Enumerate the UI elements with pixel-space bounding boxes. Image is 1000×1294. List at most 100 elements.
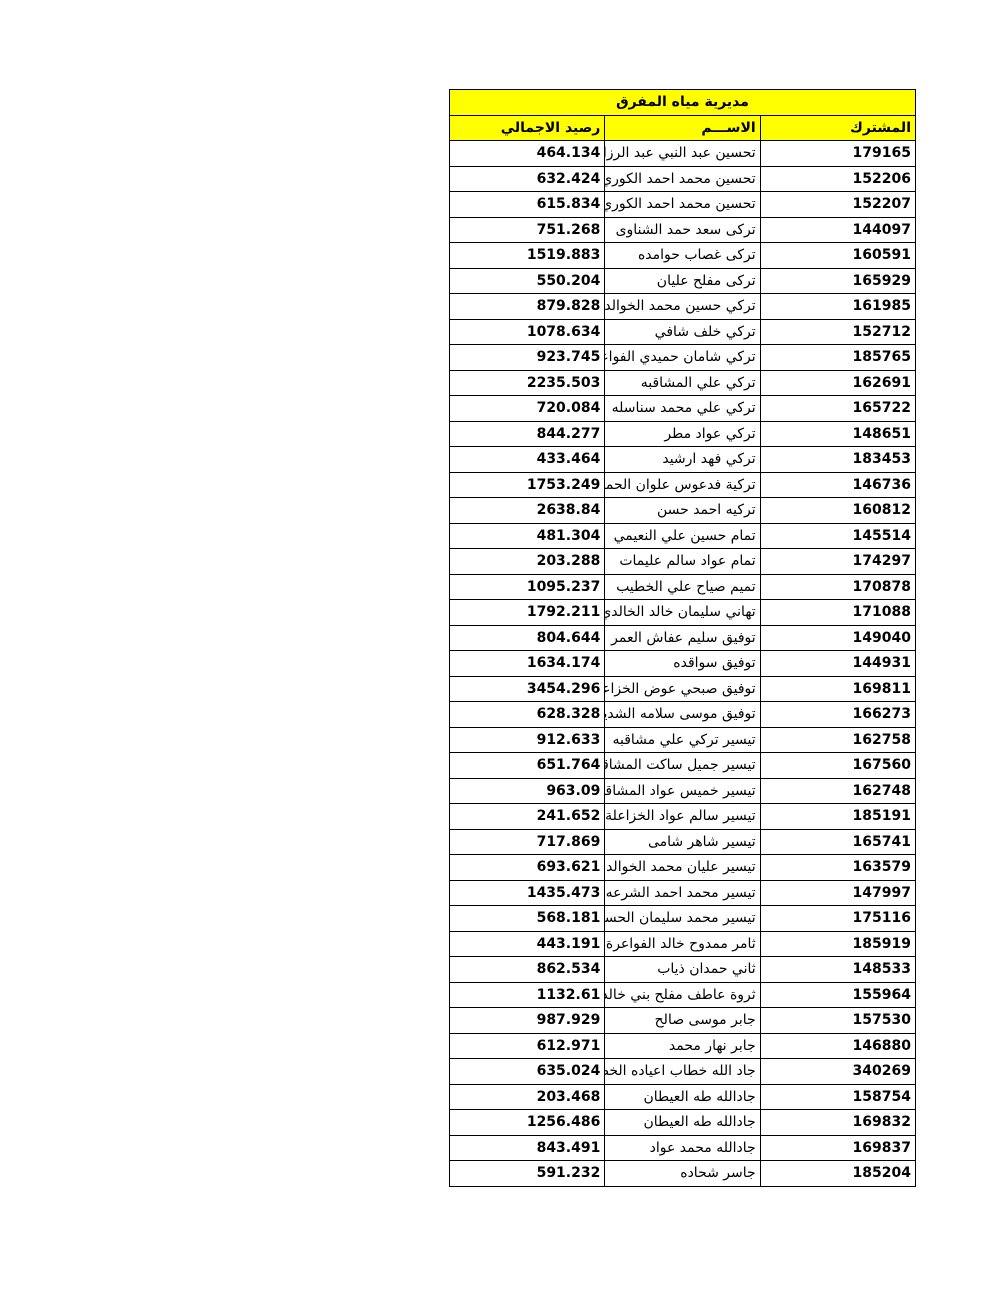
name-cell: جادالله محمد عواد: [604, 1134, 761, 1161]
name-cell: تميم صياح علي الخطيب: [604, 573, 761, 600]
subscriber-id-cell: 160812: [759, 497, 917, 524]
name-cell: تيسير محمد احمد الشرعه: [604, 879, 761, 906]
subscriber-id-cell: 174297: [759, 548, 917, 575]
name-cell: توفيق صبحي عوض الخزاعلة: [604, 675, 761, 702]
balance-cell: 843.491: [448, 1134, 606, 1161]
table-row: 158754 جادالله طه العيطان 203.468: [448, 1083, 917, 1110]
name-cell: ثروة عاطف مفلح بني خالد: [604, 981, 761, 1008]
subscriber-id-cell: 152207: [759, 191, 917, 218]
table-row: 167560 تيسير جميل ساكت المشاقبة 651.764: [448, 752, 917, 779]
table-row: 160812 تركيه احمد حسن 2638.84: [448, 497, 917, 524]
table-row: 185191 تيسير سالم عواد الخزاعلة 241.652: [448, 803, 917, 830]
name-cell: جاسر شحاده: [604, 1160, 761, 1187]
name-cell: جاد الله خطاب اعياده الخطاب: [604, 1058, 761, 1085]
subscriber-id-cell: 185191: [759, 803, 917, 830]
name-cell: تحسين محمد احمد الكوري: [604, 165, 761, 192]
balance-cell: 804.644: [448, 624, 606, 651]
table-row: 152207 تحسين محمد احمد الكوري 615.834: [448, 191, 917, 218]
table-row: 144097 تركى سعد حمد الشناوى 751.268: [448, 216, 917, 243]
balance-cell: 568.181: [448, 905, 606, 932]
balance-cell: 2638.84: [448, 497, 606, 524]
title-row: مديرية مياه المفرق: [449, 89, 916, 116]
subscriber-id-cell: 167560: [759, 752, 917, 779]
table-row: 160591 تركى غصاب حوامده 1519.883: [448, 242, 917, 269]
table-row: 148651 تركي عواد مطر 844.277: [448, 420, 917, 447]
subscriber-id-cell: 145514: [759, 522, 917, 549]
balance-cell: 751.268: [448, 216, 606, 243]
table-row: 170878 تميم صياح علي الخطيب 1095.237: [448, 573, 917, 600]
name-cell: تركي علي محمد سناسله: [604, 395, 761, 422]
balance-cell: 1634.174: [448, 650, 606, 677]
balance-cell: 1256.486: [448, 1109, 606, 1136]
table-row: 169837 جادالله محمد عواد 843.491: [448, 1134, 917, 1161]
subscriber-id-cell: 169811: [759, 675, 917, 702]
name-cell: تركى غصاب حوامده: [604, 242, 761, 269]
balance-cell: 615.834: [448, 191, 606, 218]
name-cell: تهاني سليمان خالد الخالدي: [604, 599, 761, 626]
name-cell: تركي علي المشاقبه: [604, 369, 761, 396]
name-cell: تيسير خميس عواد المشاقبه: [604, 777, 761, 804]
subscriber-id-cell: 165929: [759, 267, 917, 294]
table-row: 162691 تركي علي المشاقبه 2235.503: [448, 369, 917, 396]
subscriber-id-cell: 148651: [759, 420, 917, 447]
table-row: 146880 جابر نهار محمد 612.971: [448, 1032, 917, 1059]
balance-cell: 591.232: [448, 1160, 606, 1187]
balance-cell: 1519.883: [448, 242, 606, 269]
balance-cell: 1132.61: [448, 981, 606, 1008]
name-cell: تركيه احمد حسن: [604, 497, 761, 524]
subscriber-id-cell: 166273: [759, 701, 917, 728]
name-cell: ثاني حمدان ذياب: [604, 956, 761, 983]
table-row: 144931 توفيق سواقده 1634.174: [448, 650, 917, 677]
subscriber-id-cell: 179165: [759, 140, 917, 167]
subscriber-id-cell: 146736: [759, 471, 917, 498]
name-cell: تحسين عبد النبي عبد الرزاق: [604, 140, 761, 167]
balance-cell: 717.869: [448, 828, 606, 855]
balance-cell: 241.652: [448, 803, 606, 830]
name-cell: تركى سعد حمد الشناوى: [604, 216, 761, 243]
table-row: 179165 تحسين عبد النبي عبد الرزاق 464.134: [448, 140, 917, 167]
name-cell: تيسير محمد سليمان الحسبان: [604, 905, 761, 932]
balance-cell: 1095.237: [448, 573, 606, 600]
subscriber-id-cell: 157530: [759, 1007, 917, 1034]
name-cell: جادالله طه العيطان: [604, 1083, 761, 1110]
name-cell: تمام حسين علي النعيمي: [604, 522, 761, 549]
name-cell: تيسير سالم عواد الخزاعلة: [604, 803, 761, 830]
subscriber-id-cell: 161985: [759, 293, 917, 320]
balance-cell: 1753.249: [448, 471, 606, 498]
header-subscriber: المشترك: [759, 114, 917, 141]
table-row: 169832 جادالله طه العيطان 1256.486: [448, 1109, 917, 1136]
balance-cell: 632.424: [448, 165, 606, 192]
subscriber-id-cell: 185204: [759, 1160, 917, 1187]
name-cell: تركي عواد مطر: [604, 420, 761, 447]
balance-cell: 651.764: [448, 752, 606, 779]
balance-cell: 3454.296: [448, 675, 606, 702]
table-row: 174297 تمام عواد سالم عليمات 203.288: [448, 548, 917, 575]
table-row: 152206 تحسين محمد احمد الكوري 632.424: [448, 165, 917, 192]
balance-cell: 720.084: [448, 395, 606, 422]
table-row: 183453 تركي فهد ارشيد 433.464: [448, 446, 917, 473]
name-cell: تيسير جميل ساكت المشاقبة: [604, 752, 761, 779]
subscriber-id-cell: 147997: [759, 879, 917, 906]
subscriber-id-cell: 152712: [759, 318, 917, 345]
subscriber-id-cell: 170878: [759, 573, 917, 600]
name-cell: تركي خلف شافي: [604, 318, 761, 345]
name-cell: تركية فدعوس علوان الحمد: [604, 471, 761, 498]
document-title: مديرية مياه المفرق: [449, 89, 916, 116]
balance-cell: 1792.211: [448, 599, 606, 626]
subscriber-id-cell: 160591: [759, 242, 917, 269]
name-cell: جابر موسى صالح: [604, 1007, 761, 1034]
table-row: 165722 تركي علي محمد سناسله 720.084: [448, 395, 917, 422]
subscriber-id-cell: 162748: [759, 777, 917, 804]
balance-cell: 612.971: [448, 1032, 606, 1059]
subscriber-id-cell: 175116: [759, 905, 917, 932]
balance-cell: 1435.473: [448, 879, 606, 906]
balance-cell: 1078.634: [448, 318, 606, 345]
subscriber-id-cell: 171088: [759, 599, 917, 626]
subscriber-id-cell: 162691: [759, 369, 917, 396]
table-row: 152712 تركي خلف شافي 1078.634: [448, 318, 917, 345]
name-cell: جابر نهار محمد: [604, 1032, 761, 1059]
subscriber-id-cell: 155964: [759, 981, 917, 1008]
balance-cell: 912.633: [448, 726, 606, 753]
name-cell: تمام عواد سالم عليمات: [604, 548, 761, 575]
